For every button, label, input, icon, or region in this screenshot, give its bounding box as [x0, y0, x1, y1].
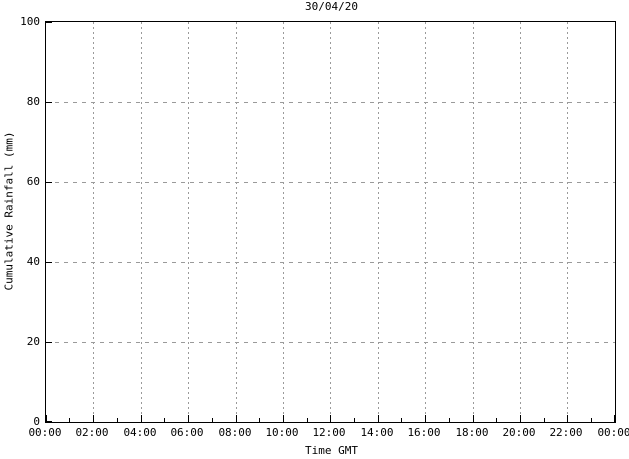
x-tick-mark — [236, 415, 237, 422]
gridline-vertical — [188, 22, 189, 422]
x-tick-label: 22:00 — [549, 426, 583, 439]
gridline-vertical — [141, 22, 142, 422]
gridline-vertical — [378, 22, 379, 422]
x-tick-mark — [93, 415, 94, 422]
gridline-vertical — [236, 22, 237, 422]
y-tick-label: 80 — [26, 95, 40, 108]
x-tick-label: 14:00 — [360, 426, 394, 439]
x-axis-title-text: Time GMT — [305, 444, 358, 457]
x-tick-mark — [473, 415, 474, 422]
y-tick-label: 40 — [26, 255, 40, 268]
plot-area[interactable] — [45, 21, 616, 423]
gridline-vertical — [473, 22, 474, 422]
gridline-vertical — [567, 22, 568, 422]
x-tick-mark — [378, 415, 379, 422]
x-tick-label: 00:00 — [28, 426, 62, 439]
x-tick-label: 04:00 — [123, 426, 157, 439]
y-tick-label: 60 — [26, 175, 40, 188]
x-tick-label: 02:00 — [75, 426, 109, 439]
chart-title-text: 30/04/20 — [305, 0, 358, 13]
y-tick-mark — [46, 102, 52, 103]
x-tick-label: 12:00 — [312, 426, 346, 439]
gridline-vertical — [520, 22, 521, 422]
x-tick-label: 10:00 — [265, 426, 299, 439]
y-tick-mark — [46, 262, 52, 263]
x-tick-mark-minor — [401, 418, 402, 422]
x-tick-mark — [614, 415, 615, 422]
y-tick-mark — [46, 421, 52, 422]
x-tick-mark-minor — [69, 418, 70, 422]
x-tick-mark-minor — [212, 418, 213, 422]
plot-inner — [46, 22, 615, 422]
y-tick-mark — [46, 22, 52, 23]
x-tick-mark-minor — [544, 418, 545, 422]
x-tick-label: 00:00 — [597, 426, 629, 439]
x-tick-mark — [330, 415, 331, 422]
x-tick-mark-minor — [354, 418, 355, 422]
x-tick-mark — [283, 415, 284, 422]
x-tick-label: 18:00 — [455, 426, 489, 439]
x-tick-mark — [425, 415, 426, 422]
x-tick-mark — [46, 415, 47, 422]
gridline-vertical — [330, 22, 331, 422]
gridline-vertical — [283, 22, 284, 422]
x-tick-mark — [141, 415, 142, 422]
x-tick-label: 16:00 — [407, 426, 441, 439]
gridline-vertical — [93, 22, 94, 422]
x-axis-title: Time GMT — [0, 445, 629, 457]
x-tick-label: 20:00 — [502, 426, 536, 439]
x-tick-mark-minor — [259, 418, 260, 422]
x-tick-mark — [188, 415, 189, 422]
gridline-vertical — [425, 22, 426, 422]
x-tick-label: 06:00 — [170, 426, 204, 439]
y-tick-label: 20 — [26, 335, 40, 348]
y-tick-label: 0 — [33, 415, 40, 428]
x-tick-mark-minor — [591, 418, 592, 422]
x-tick-mark-minor — [307, 418, 308, 422]
y-axis-tick-labels: 0 20 40 60 80 100 — [0, 0, 40, 459]
y-tick-label: 100 — [20, 15, 40, 28]
y-tick-mark — [46, 342, 52, 343]
x-tick-mark-minor — [449, 418, 450, 422]
x-tick-mark-minor — [117, 418, 118, 422]
x-tick-mark-minor — [164, 418, 165, 422]
x-tick-mark — [567, 415, 568, 422]
x-tick-mark-minor — [496, 418, 497, 422]
x-tick-label: 08:00 — [218, 426, 252, 439]
x-tick-mark — [520, 415, 521, 422]
y-tick-mark — [46, 182, 52, 183]
chart-title: 30/04/20 — [0, 0, 629, 13]
